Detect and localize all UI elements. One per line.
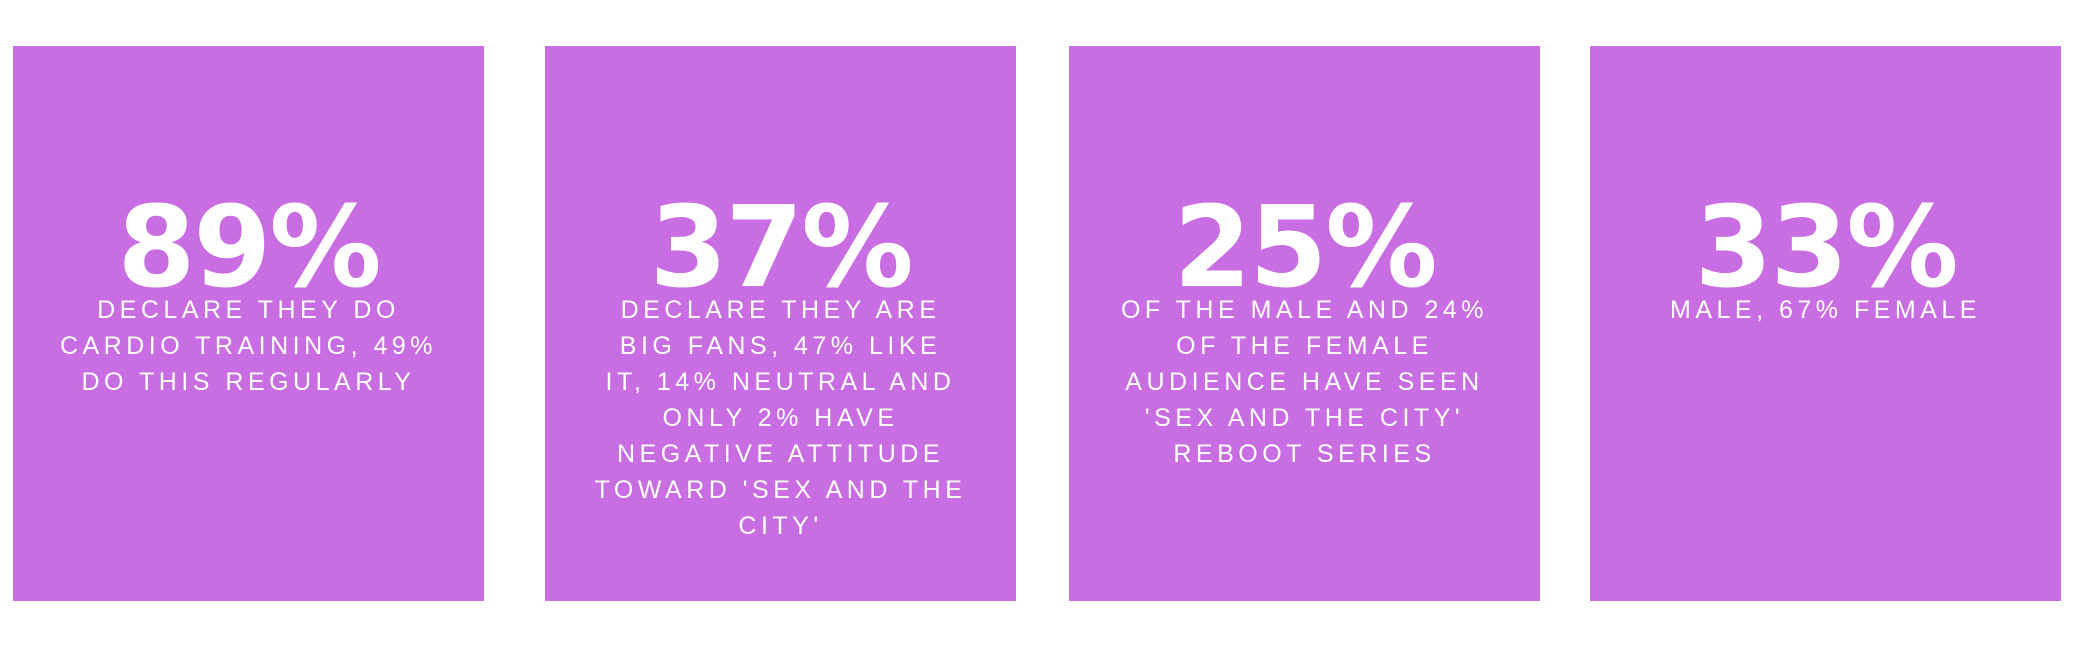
description-line: DECLARE THEY DO: [97, 296, 400, 324]
description-line: IT, 14% NEUTRAL AND: [605, 368, 956, 396]
stat-description: DECLARE THEY DO CARDIO TRAINING, 49% DO TH…: [13, 292, 484, 400]
stat-description: OF THE MALE AND 24% OF THE FEMALE AUDIENCE…: [1069, 292, 1540, 472]
stat-value: 37%: [649, 183, 913, 313]
stat-card: 37% DECLARE THEY ARE BIG FANS, 47% LIKE IT,…: [545, 46, 1016, 601]
description-line: ONLY 2% HAVE: [662, 404, 899, 432]
description-line: DECLARE THEY ARE: [620, 296, 941, 324]
description-line: CITY': [738, 512, 823, 540]
description-line: CARDIO TRAINING, 49%: [59, 332, 438, 360]
stat-description: DECLARE THEY ARE BIG FANS, 47% LIKE IT, 14…: [545, 292, 1016, 544]
stat-card: 89% DECLARE THEY DO CARDIO TRAINING, 49% DO…: [13, 46, 484, 601]
stat-card: 25% OF THE MALE AND 24% OF THE FEMALE AUDIE…: [1069, 46, 1540, 601]
description-line: 'SEX AND THE CITY': [1144, 404, 1465, 432]
description-line: BIG FANS, 47% LIKE: [619, 332, 942, 360]
stat-value: 89%: [117, 183, 381, 313]
description-line: REBOOT SERIES: [1173, 440, 1436, 468]
stat-value: 33%: [1694, 183, 1958, 313]
description-line: NEGATIVE ATTITUDE: [617, 440, 944, 468]
description-line: TOWARD 'SEX AND THE: [594, 476, 967, 504]
description-line: AUDIENCE HAVE SEEN: [1125, 368, 1484, 396]
stat-value: 25%: [1173, 183, 1437, 313]
stat-description: MALE, 67% FEMALE: [1590, 292, 2061, 328]
description-line: OF THE MALE AND 24%: [1120, 296, 1489, 324]
description-line: DO THIS REGULARLY: [81, 368, 416, 396]
stat-card: 33% MALE, 67% FEMALE: [1590, 46, 2061, 601]
description-line: OF THE FEMALE: [1176, 332, 1433, 360]
description-line: MALE, 67% FEMALE: [1670, 296, 1981, 324]
